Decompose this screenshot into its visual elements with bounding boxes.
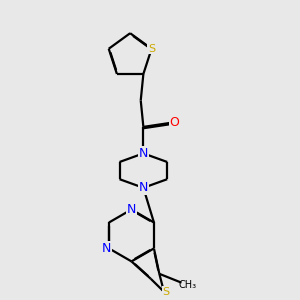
Text: N: N (139, 147, 148, 160)
Text: N: N (127, 203, 136, 216)
Text: N: N (139, 181, 148, 194)
Text: S: S (148, 44, 155, 54)
Text: N: N (102, 242, 111, 255)
Text: O: O (170, 116, 180, 129)
Text: S: S (163, 287, 170, 297)
Text: CH₃: CH₃ (178, 280, 197, 290)
